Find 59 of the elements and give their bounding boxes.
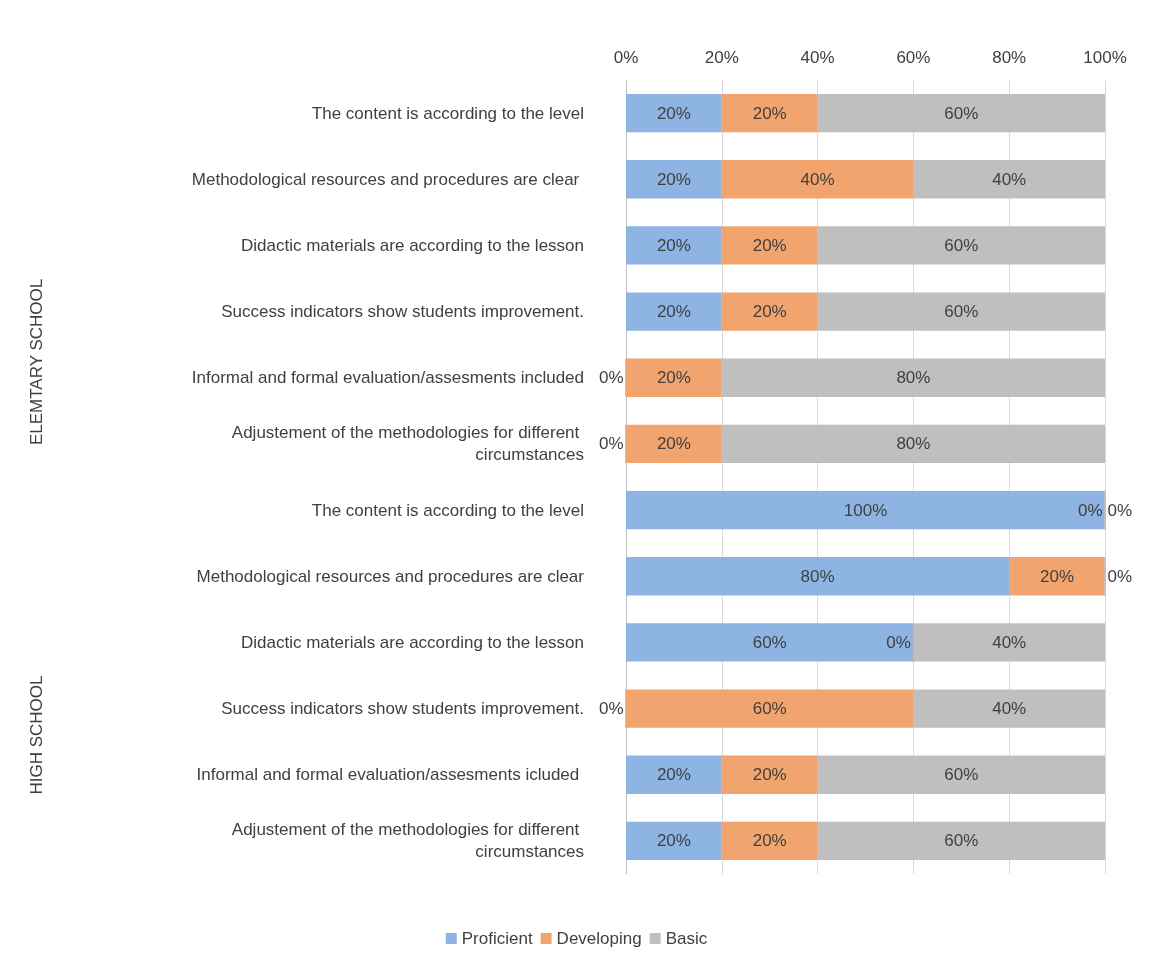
data-label: 20% — [656, 434, 691, 454]
data-label: 60% — [944, 831, 979, 851]
y-tick-label: Methodological resources and procedures are clear — [196, 566, 585, 586]
data-label: 100% — [843, 500, 888, 520]
data-label: 60% — [944, 765, 979, 785]
y-tick-label: Adjustement of the methodologies for different circumstances — [231, 820, 584, 862]
data-label: 20% — [656, 103, 691, 123]
data-label: 20% — [752, 831, 787, 851]
y-tick-label: The content is according to the level — [311, 103, 584, 123]
data-label: 0% — [886, 632, 911, 652]
data-label: 40% — [992, 699, 1027, 719]
data-label: 0% — [598, 434, 624, 454]
text: ELEMTARY SCHOOL — [27, 278, 46, 446]
data-label: 40% — [992, 169, 1027, 189]
y-tick-label: Didactic materials are according to the lesson — [241, 235, 584, 255]
data-label: 80% — [896, 434, 931, 454]
data-label: 60% — [944, 235, 979, 255]
x-tick-label: 40% — [800, 48, 835, 67]
data-label: 0% — [1107, 566, 1133, 586]
data-label: 0% — [1107, 500, 1133, 520]
y-tick-label: Informal and formal evaluation/assesments included — [191, 368, 584, 388]
legend-label: Proficient — [461, 929, 533, 948]
data-label: 60% — [752, 632, 787, 652]
x-tick-label: 80% — [992, 48, 1027, 67]
data-label: 20% — [656, 765, 691, 785]
data-label: 60% — [944, 103, 979, 123]
y-tick-label: Didactic materials are according to the lesson — [241, 632, 584, 652]
y-tick-label: Success indicators show students improvement. — [221, 699, 584, 719]
data-label: 40% — [800, 169, 835, 189]
legend-label: Basic — [665, 929, 708, 948]
data-label: 0% — [598, 368, 624, 388]
x-tick-label: 60% — [896, 48, 931, 67]
data-label: 40% — [992, 632, 1027, 652]
data-label: 20% — [656, 302, 691, 322]
y-tick-label: Informal and formal evaluation/assesments icluded — [196, 765, 584, 785]
x-tick-label: 0% — [613, 48, 639, 67]
data-label: 20% — [656, 235, 691, 255]
data-label: 20% — [752, 302, 787, 322]
text: HIGH SCHOOL — [27, 675, 46, 795]
x-tick-label: 100% — [1083, 48, 1127, 67]
y-tick-label: Success indicators show students improvement. — [221, 302, 584, 322]
data-label: 60% — [944, 302, 979, 322]
data-label: 20% — [752, 103, 787, 123]
data-label: 20% — [752, 235, 787, 255]
data-label: 0% — [1077, 500, 1103, 520]
legend-label: Developing — [556, 929, 642, 948]
data-label: 20% — [752, 765, 787, 785]
data-label: 80% — [800, 566, 835, 586]
data-label: 20% — [1040, 566, 1075, 586]
data-label: 20% — [656, 169, 691, 189]
data-label: 20% — [656, 831, 691, 851]
data-label: 0% — [598, 699, 624, 719]
y-tick-label: Methodological resources and procedures are clear — [191, 169, 584, 189]
data-label: 80% — [896, 368, 931, 388]
y-tick-label: Adjustement of the methodologies for different circumstances — [231, 423, 584, 465]
y-tick-label: The content is according to the level — [311, 500, 584, 520]
data-label: 60% — [752, 699, 787, 719]
data-label: 20% — [656, 368, 691, 388]
x-tick-label: 20% — [704, 48, 739, 67]
